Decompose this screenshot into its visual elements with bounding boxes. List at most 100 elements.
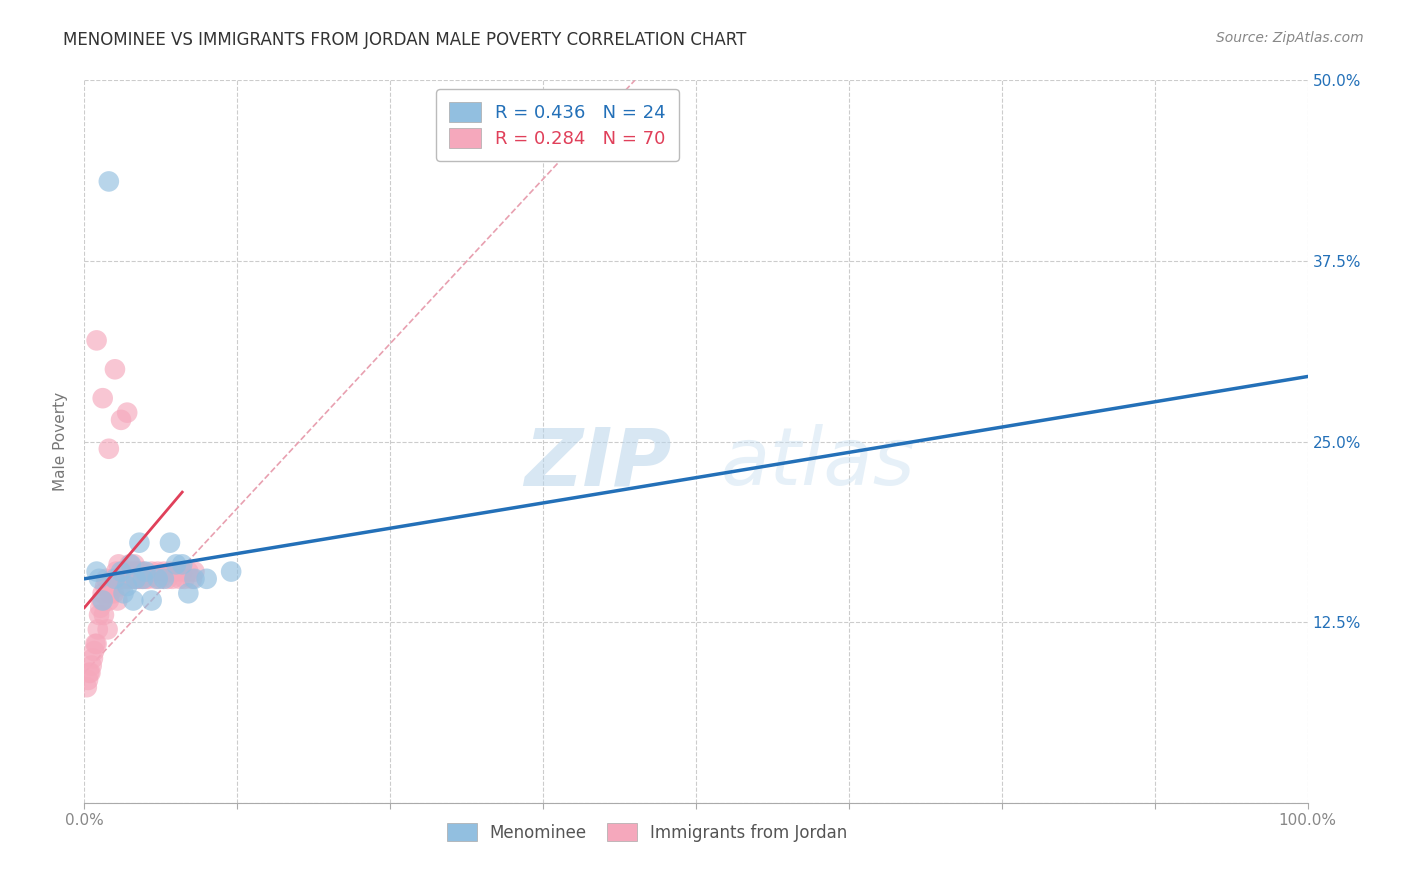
Point <box>103 586 125 600</box>
Point <box>97 593 120 607</box>
Point <box>143 572 166 586</box>
Legend: Menominee, Immigrants from Jordan: Menominee, Immigrants from Jordan <box>440 817 855 848</box>
Point <box>128 535 150 549</box>
Point <box>141 593 163 607</box>
Point <box>76 680 98 694</box>
Point <box>153 565 176 579</box>
Point <box>181 572 204 586</box>
Point <box>108 572 131 586</box>
Point <box>162 572 184 586</box>
Point <box>93 607 115 622</box>
Point <box>129 565 152 579</box>
Point <box>104 362 127 376</box>
Point <box>132 572 155 586</box>
Point <box>128 572 150 586</box>
Point <box>87 607 110 622</box>
Point <box>120 572 142 586</box>
Point <box>101 572 124 586</box>
Point <box>104 572 127 586</box>
Point <box>96 572 118 586</box>
Point <box>112 586 135 600</box>
Point <box>159 565 181 579</box>
Point <box>124 558 146 572</box>
Point <box>165 565 187 579</box>
Point <box>122 593 145 607</box>
Point <box>177 565 200 579</box>
Point <box>118 558 141 572</box>
Point <box>97 174 120 188</box>
Point <box>173 572 195 586</box>
Point <box>83 644 105 658</box>
Point <box>114 572 136 586</box>
Point <box>121 572 143 586</box>
Point <box>135 565 157 579</box>
Point <box>100 579 122 593</box>
Point <box>82 651 104 665</box>
Point <box>115 572 138 586</box>
Text: atlas: atlas <box>720 425 915 502</box>
Point <box>146 565 169 579</box>
Point <box>84 637 107 651</box>
Point <box>172 558 194 572</box>
Point <box>105 593 128 607</box>
Point <box>104 572 127 586</box>
Y-axis label: Male Poverty: Male Poverty <box>53 392 69 491</box>
Point <box>91 586 114 600</box>
Point <box>110 413 132 427</box>
Point <box>87 623 110 637</box>
Point <box>149 572 172 586</box>
Point <box>97 623 120 637</box>
Text: ZIP: ZIP <box>524 425 672 502</box>
Point <box>86 565 108 579</box>
Point <box>156 572 179 586</box>
Point <box>159 535 181 549</box>
Point <box>110 565 132 579</box>
Point <box>105 565 128 579</box>
Point <box>89 600 111 615</box>
Point <box>195 572 218 586</box>
Point <box>125 572 148 586</box>
Point <box>127 572 149 586</box>
Point <box>141 565 163 579</box>
Point <box>115 565 138 579</box>
Point <box>86 637 108 651</box>
Point <box>132 565 155 579</box>
Point <box>107 558 129 572</box>
Point <box>172 565 194 579</box>
Point <box>111 572 134 586</box>
Point <box>115 406 138 420</box>
Point <box>165 558 187 572</box>
Text: MENOMINEE VS IMMIGRANTS FROM JORDAN MALE POVERTY CORRELATION CHART: MENOMINEE VS IMMIGRANTS FROM JORDAN MALE… <box>63 31 747 49</box>
Point <box>125 572 148 586</box>
Point <box>79 665 101 680</box>
Point <box>169 572 191 586</box>
Point <box>110 579 132 593</box>
Point <box>135 572 157 586</box>
Point <box>91 391 114 405</box>
Point <box>183 572 205 586</box>
Point <box>131 572 153 586</box>
Point <box>115 579 138 593</box>
Point <box>136 572 159 586</box>
Point <box>98 586 121 600</box>
Point <box>219 565 242 579</box>
Point <box>94 579 117 593</box>
Point <box>97 442 120 456</box>
Point <box>80 658 103 673</box>
Point <box>86 334 108 348</box>
Point <box>117 565 139 579</box>
Point <box>153 572 176 586</box>
Point <box>122 565 145 579</box>
Point <box>120 558 142 572</box>
Point <box>146 572 169 586</box>
Point <box>183 565 205 579</box>
Point <box>87 572 110 586</box>
Point <box>77 673 100 687</box>
Point <box>77 665 100 680</box>
Text: Source: ZipAtlas.com: Source: ZipAtlas.com <box>1216 31 1364 45</box>
Point <box>112 565 135 579</box>
Point <box>125 565 148 579</box>
Point <box>90 593 112 607</box>
Point <box>91 593 114 607</box>
Point <box>177 586 200 600</box>
